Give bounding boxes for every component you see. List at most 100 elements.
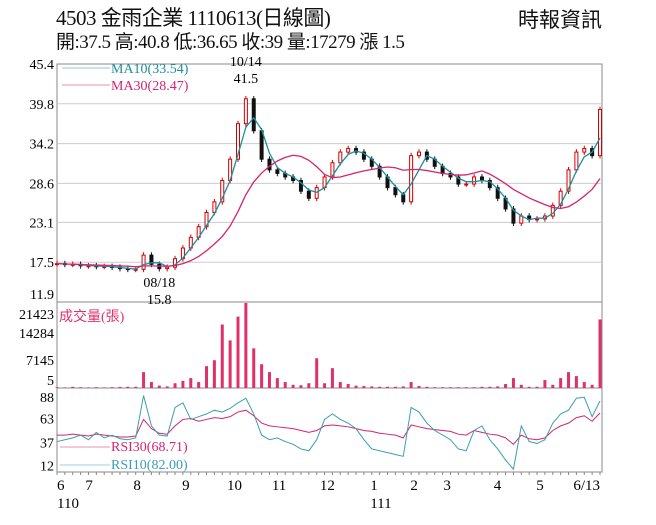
x-tick-label: 2 bbox=[410, 478, 418, 494]
candle bbox=[535, 218, 540, 221]
candle bbox=[236, 123, 240, 160]
year-label: 111 bbox=[370, 496, 391, 512]
source-label: 時報資訊 bbox=[518, 8, 602, 32]
candle bbox=[259, 130, 264, 160]
candle bbox=[165, 266, 170, 270]
candle bbox=[456, 176, 461, 185]
candle bbox=[220, 180, 225, 203]
volume-bar bbox=[370, 386, 374, 388]
candle bbox=[464, 183, 469, 186]
ma30-legend-label: MA30(28.47) bbox=[111, 79, 189, 94]
candle bbox=[346, 148, 351, 153]
volume-bar bbox=[63, 387, 67, 388]
volume-bar bbox=[79, 387, 83, 388]
volume-bar bbox=[228, 340, 232, 388]
volume-bar bbox=[504, 384, 508, 388]
volume-bar bbox=[315, 358, 319, 388]
volume-bar bbox=[267, 372, 271, 388]
candle bbox=[472, 176, 477, 185]
volume-bar bbox=[165, 386, 169, 388]
volume-bar bbox=[173, 383, 177, 388]
candle bbox=[393, 187, 398, 196]
x-tick-label: 10 bbox=[227, 478, 242, 494]
volume-bar bbox=[464, 387, 468, 388]
price-tick-label: 28.6 bbox=[30, 177, 55, 192]
volume-bar bbox=[378, 386, 382, 388]
volume-bar bbox=[291, 384, 295, 388]
price-tick-label: 23.1 bbox=[30, 216, 55, 231]
volume-bar bbox=[244, 303, 248, 388]
rsi-tick-label: 63 bbox=[40, 413, 54, 428]
volume-bar bbox=[212, 360, 216, 388]
volume-bar bbox=[338, 382, 342, 388]
volume-bar bbox=[220, 324, 224, 388]
high-date-label: 10/14 bbox=[230, 55, 262, 70]
volume-bar bbox=[417, 386, 421, 388]
rsi-tick-label: 12 bbox=[40, 460, 54, 475]
price-stats: 開:37.5 高:40.8 低:36.65 收:39 量:17279 漲 1.5 bbox=[56, 32, 405, 53]
candle bbox=[361, 151, 366, 160]
x-tick-label: 11 bbox=[272, 478, 286, 494]
volume-bar bbox=[134, 386, 138, 388]
candle bbox=[417, 151, 421, 157]
year-label: 110 bbox=[57, 496, 79, 512]
volume-bar bbox=[543, 380, 547, 388]
candle bbox=[306, 190, 311, 199]
volume-tick-label: 7145 bbox=[26, 354, 54, 369]
high-value-label: 41.5 bbox=[234, 72, 259, 87]
candle bbox=[251, 98, 256, 132]
chart-canvas: 45.439.834.228.623.117.511.9214231428471… bbox=[19, 55, 603, 512]
volume-tick-label: 21423 bbox=[19, 308, 54, 323]
volume-bar bbox=[441, 387, 445, 388]
x-tick-label: 12 bbox=[320, 478, 335, 494]
volume-bar bbox=[559, 378, 563, 388]
candle bbox=[243, 98, 248, 125]
x-tick-label: 8 bbox=[133, 478, 141, 494]
x-tick-label: 6 bbox=[57, 478, 65, 494]
ma30-line bbox=[56, 154, 601, 268]
volume-label: 成交量(張) bbox=[59, 308, 125, 325]
volume-bar bbox=[496, 386, 500, 388]
volume-bar bbox=[323, 383, 327, 388]
candle bbox=[141, 254, 146, 270]
volume-bar bbox=[189, 378, 193, 388]
volume-bar bbox=[527, 386, 531, 388]
candle bbox=[338, 151, 343, 164]
x-tick-label: 4 bbox=[494, 478, 502, 494]
volume-bar bbox=[567, 372, 571, 388]
candle bbox=[558, 190, 563, 206]
rsi-tick-label: 88 bbox=[40, 391, 54, 406]
volume-bar bbox=[205, 366, 209, 388]
price-tick-label: 11.9 bbox=[30, 288, 54, 303]
volume-bar bbox=[425, 386, 429, 388]
volume-bar bbox=[260, 364, 264, 388]
volume-bar bbox=[275, 378, 279, 388]
volume-bar bbox=[307, 383, 311, 388]
volume-bar bbox=[551, 384, 555, 388]
volume-bar bbox=[157, 385, 161, 388]
x-tick-label: 5 bbox=[536, 478, 544, 494]
low-date-label: 08/18 bbox=[143, 276, 175, 291]
volume-bar bbox=[590, 384, 594, 388]
candle bbox=[204, 211, 209, 228]
volume-bar bbox=[401, 386, 405, 388]
rsi10-line bbox=[56, 395, 601, 471]
candle bbox=[574, 151, 579, 171]
volume-bar bbox=[346, 384, 350, 388]
price-tick-label: 17.5 bbox=[30, 256, 55, 271]
volume-bar bbox=[110, 387, 114, 388]
volume-bar bbox=[488, 386, 492, 388]
volume-bar bbox=[433, 387, 437, 388]
candle bbox=[149, 254, 154, 265]
candle bbox=[298, 180, 303, 192]
ma10-legend-label: MA10(33.54) bbox=[111, 62, 189, 77]
x-tick-label: 1 bbox=[370, 478, 378, 494]
volume-bar bbox=[299, 385, 303, 388]
candle bbox=[267, 158, 272, 171]
volume-bar bbox=[354, 385, 358, 388]
volume-bar bbox=[472, 387, 476, 388]
volume-bar bbox=[197, 382, 201, 388]
price-tick-label: 34.2 bbox=[30, 138, 55, 153]
candle bbox=[401, 194, 406, 203]
